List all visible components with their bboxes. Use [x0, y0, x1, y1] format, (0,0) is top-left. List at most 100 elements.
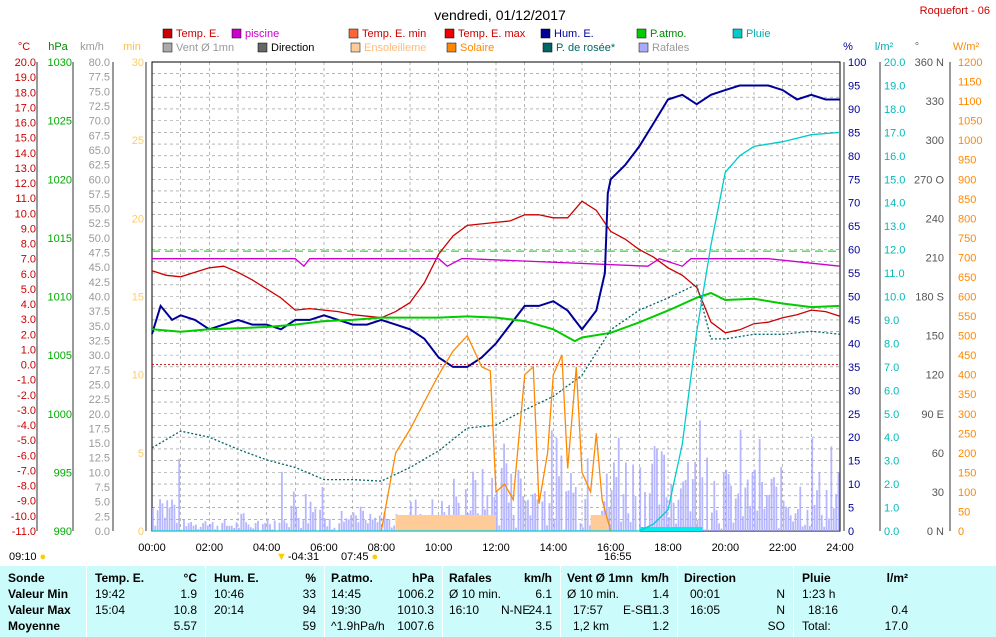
humidity-tick-label: 45	[848, 315, 860, 327]
solar-tick-label: 0	[958, 526, 964, 538]
gust-bar	[818, 472, 821, 531]
solar-tick-label: 800	[958, 213, 976, 225]
rain-tick-label: 2.0	[884, 479, 899, 491]
humidity-tick-label: 85	[848, 127, 860, 139]
time-axis: 00:00 02:00 04:00 06:00 08:00 10:00 12:00 14:00…	[138, 542, 854, 554]
gust-bar	[211, 522, 214, 531]
gust-bar	[493, 496, 496, 531]
gust-bar	[713, 480, 716, 531]
chart-axes: -11.0 -10.0 -9.0 -8.0 -7.0 -6.0 -5.0 -4.0 -3.0 -2…	[11, 57, 983, 538]
gust-bar	[777, 528, 780, 531]
gust-bar	[682, 481, 685, 531]
gust-bar	[615, 476, 618, 531]
legend-label: Temp. E. max	[458, 28, 526, 40]
humidity-tick-label: 35	[848, 362, 860, 374]
wind-tick-label: 65.0	[89, 145, 110, 157]
solar-tick-label: 400	[958, 370, 976, 382]
direction-tick-label: 240	[926, 213, 944, 225]
gust-bar	[374, 517, 376, 531]
axis-unit-label: %	[843, 41, 853, 53]
time-tick-label: 04:00	[253, 542, 281, 554]
gust-bar	[378, 515, 381, 531]
rain-duration: 1:23 h	[802, 587, 836, 601]
wind-avg-value: 1.2	[652, 619, 669, 633]
gust-bar	[746, 479, 749, 531]
gust-bar	[835, 493, 838, 531]
pressure-tick-label: 1020	[48, 174, 72, 186]
humidity-tick-label: 0	[848, 526, 854, 538]
legend-swatch	[444, 28, 455, 39]
patm-header: P.atmo.	[331, 571, 373, 585]
gust-bar	[199, 526, 202, 531]
wind-tick-label: 77.5	[89, 72, 110, 84]
chart-grid	[151, 61, 841, 532]
legend-label: Hum. E.	[554, 28, 594, 40]
gust-bar	[252, 528, 255, 531]
temp-tick-label: 0.0	[21, 360, 36, 372]
gust-bar	[617, 437, 620, 531]
gust-bar	[214, 529, 216, 531]
gust-bar	[553, 520, 556, 531]
pressure-tick-label: 1015	[48, 233, 72, 245]
gust-bar	[228, 525, 231, 531]
legend-swatch	[257, 42, 268, 53]
label-sonde: Sonde	[8, 571, 45, 585]
legend-swatch	[350, 42, 361, 53]
pressure-tick-label: 1005	[48, 350, 72, 362]
gust-bar	[629, 521, 632, 531]
gust-bar	[383, 512, 386, 531]
solar-tick-label: 500	[958, 331, 976, 343]
gust-bar	[780, 467, 783, 531]
rain-total-value: 17.0	[884, 619, 908, 633]
gust-bar	[307, 523, 310, 531]
gust-bar	[794, 513, 797, 531]
humidity-tick-label: 60	[848, 245, 860, 257]
hum-header: Hum. E.	[214, 571, 259, 585]
series-line-solaire	[380, 334, 612, 532]
gust-bar	[168, 507, 171, 531]
wind-min-label: Ø 10 min.	[567, 587, 620, 601]
hum-max-value: 94	[302, 603, 316, 617]
gust-bar	[510, 473, 513, 531]
temp-tick-label: -3.0	[17, 405, 36, 417]
wind-tick-label: 80.0	[89, 57, 110, 69]
gust-bar	[763, 508, 766, 531]
gust-bar	[491, 477, 494, 531]
axis-unit-label: l/m²	[875, 41, 894, 53]
wind-tick-label: 17.5	[89, 423, 110, 435]
gust-bar	[343, 521, 345, 531]
rain-tick-label: 3.0	[884, 456, 899, 468]
gust-bar	[362, 510, 365, 531]
gust-bar	[801, 526, 804, 531]
wind-min-value: 1.4	[652, 587, 669, 601]
gust-bar	[226, 525, 228, 531]
direction-tick-label: 270 O	[914, 174, 944, 186]
wind-tick-label: 7.5	[95, 482, 110, 494]
gust-bar	[648, 493, 651, 531]
gust-bar	[837, 472, 840, 531]
gust-bar	[572, 492, 575, 531]
gust-bar	[677, 499, 680, 531]
rain-tick-label: 19.0	[884, 80, 905, 92]
gust-bar	[278, 522, 281, 531]
gust-bar	[519, 478, 522, 531]
gust-bar	[656, 449, 658, 531]
temp-tick-label: 19.0	[15, 72, 36, 84]
moonset-time: ▼-04:31	[276, 551, 320, 563]
wind-tick-label: 5.0	[95, 497, 110, 509]
wind-tick-label: 2.5	[95, 511, 110, 523]
rain-total-label: Total:	[802, 619, 831, 633]
gust-bar	[290, 505, 293, 531]
gust-bar	[813, 504, 816, 531]
solar-tick-label: 450	[958, 350, 976, 362]
gust-bar	[787, 507, 790, 531]
solar-tick-label: 250	[958, 428, 976, 440]
gust-bar	[266, 518, 269, 531]
gust-bar	[701, 477, 704, 531]
patm-max-value: 1010.3	[397, 603, 434, 617]
legend-label: Temp. E. min	[362, 28, 426, 40]
rain-tick-label: 8.0	[884, 338, 899, 350]
chart-legend: Temp. E. piscine Temp. E. min Temp. E. max H…	[162, 28, 770, 54]
gust-bar	[376, 522, 379, 531]
gust-bar	[247, 524, 250, 531]
